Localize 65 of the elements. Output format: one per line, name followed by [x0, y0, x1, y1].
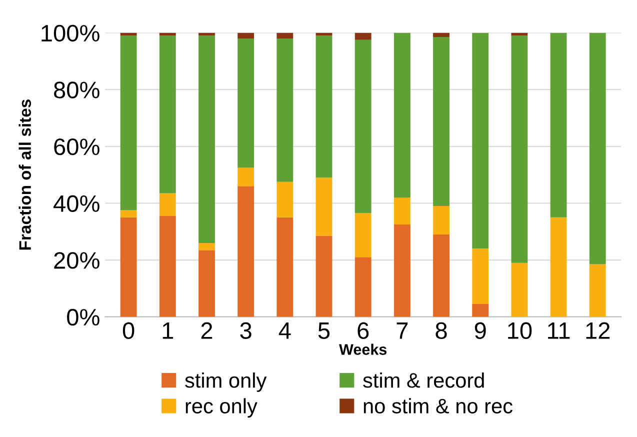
- bar: [433, 234, 450, 317]
- legend-label: stim & record: [363, 372, 484, 388]
- x-tick-label: 8: [436, 322, 447, 340]
- bar: [316, 236, 332, 317]
- bar: [198, 250, 215, 317]
- bar: [238, 38, 254, 168]
- bar: [159, 193, 176, 216]
- bar: [550, 32, 567, 218]
- x-tick-label: 6: [358, 322, 369, 340]
- bar: [472, 32, 489, 249]
- x-tick-label: 11: [548, 322, 570, 339]
- bar: [120, 210, 137, 218]
- bar: [120, 217, 137, 317]
- bar: [159, 216, 176, 317]
- bar: [238, 186, 254, 317]
- x-axis-title: Weeks: [339, 344, 387, 355]
- bar: [198, 242, 215, 250]
- bar: [354, 213, 372, 258]
- legend-label: stim only: [185, 372, 267, 392]
- x-tick-label: 7: [396, 322, 408, 339]
- x-tick-label: 1: [162, 322, 174, 339]
- bar: [550, 217, 567, 317]
- bar: [316, 36, 332, 178]
- bar: [198, 36, 215, 243]
- x-tick-label: 4: [278, 322, 291, 339]
- y-tick-label: 80%: [54, 82, 100, 98]
- bar: [276, 32, 294, 38]
- y-tick-label: 0%: [67, 308, 100, 326]
- bar: [354, 257, 372, 317]
- x-tick-label: 12: [586, 322, 610, 339]
- bar: [511, 262, 528, 317]
- bar: [433, 32, 450, 38]
- bar: [511, 36, 528, 263]
- bar: [276, 182, 294, 218]
- bar: [238, 32, 254, 38]
- y-tick-label: 100%: [42, 24, 100, 42]
- bar: [276, 217, 294, 317]
- bar: [433, 206, 450, 234]
- x-tick-label: 3: [240, 322, 252, 340]
- bar: [589, 32, 606, 264]
- x-tick-label: 5: [318, 322, 330, 340]
- x-tick-label: 2: [201, 322, 212, 339]
- bar: [120, 36, 137, 210]
- bar: [433, 37, 450, 206]
- legend-label: rec only: [186, 398, 258, 418]
- y-tick-label: 40%: [54, 195, 100, 212]
- y-tick-label: 60%: [54, 138, 100, 156]
- x-tick-label: 10: [508, 322, 532, 340]
- bar: [238, 168, 254, 186]
- bar: [316, 178, 332, 236]
- x-tick-label: 0: [122, 322, 134, 340]
- y-tick-label: 20%: [54, 252, 100, 269]
- bar: [394, 198, 410, 225]
- bar: [354, 32, 372, 40]
- bar: [472, 304, 489, 317]
- x-tick-label: 9: [474, 322, 486, 340]
- bar: [394, 32, 410, 198]
- bar: [589, 264, 606, 317]
- bar: [394, 224, 410, 317]
- bar: [354, 40, 372, 214]
- bar: [276, 38, 294, 182]
- bar: [472, 248, 489, 304]
- bar: [159, 36, 176, 194]
- y-axis-title: Fraction of all sites: [18, 100, 32, 250]
- legend-label: no stim & no rec: [364, 398, 512, 414]
